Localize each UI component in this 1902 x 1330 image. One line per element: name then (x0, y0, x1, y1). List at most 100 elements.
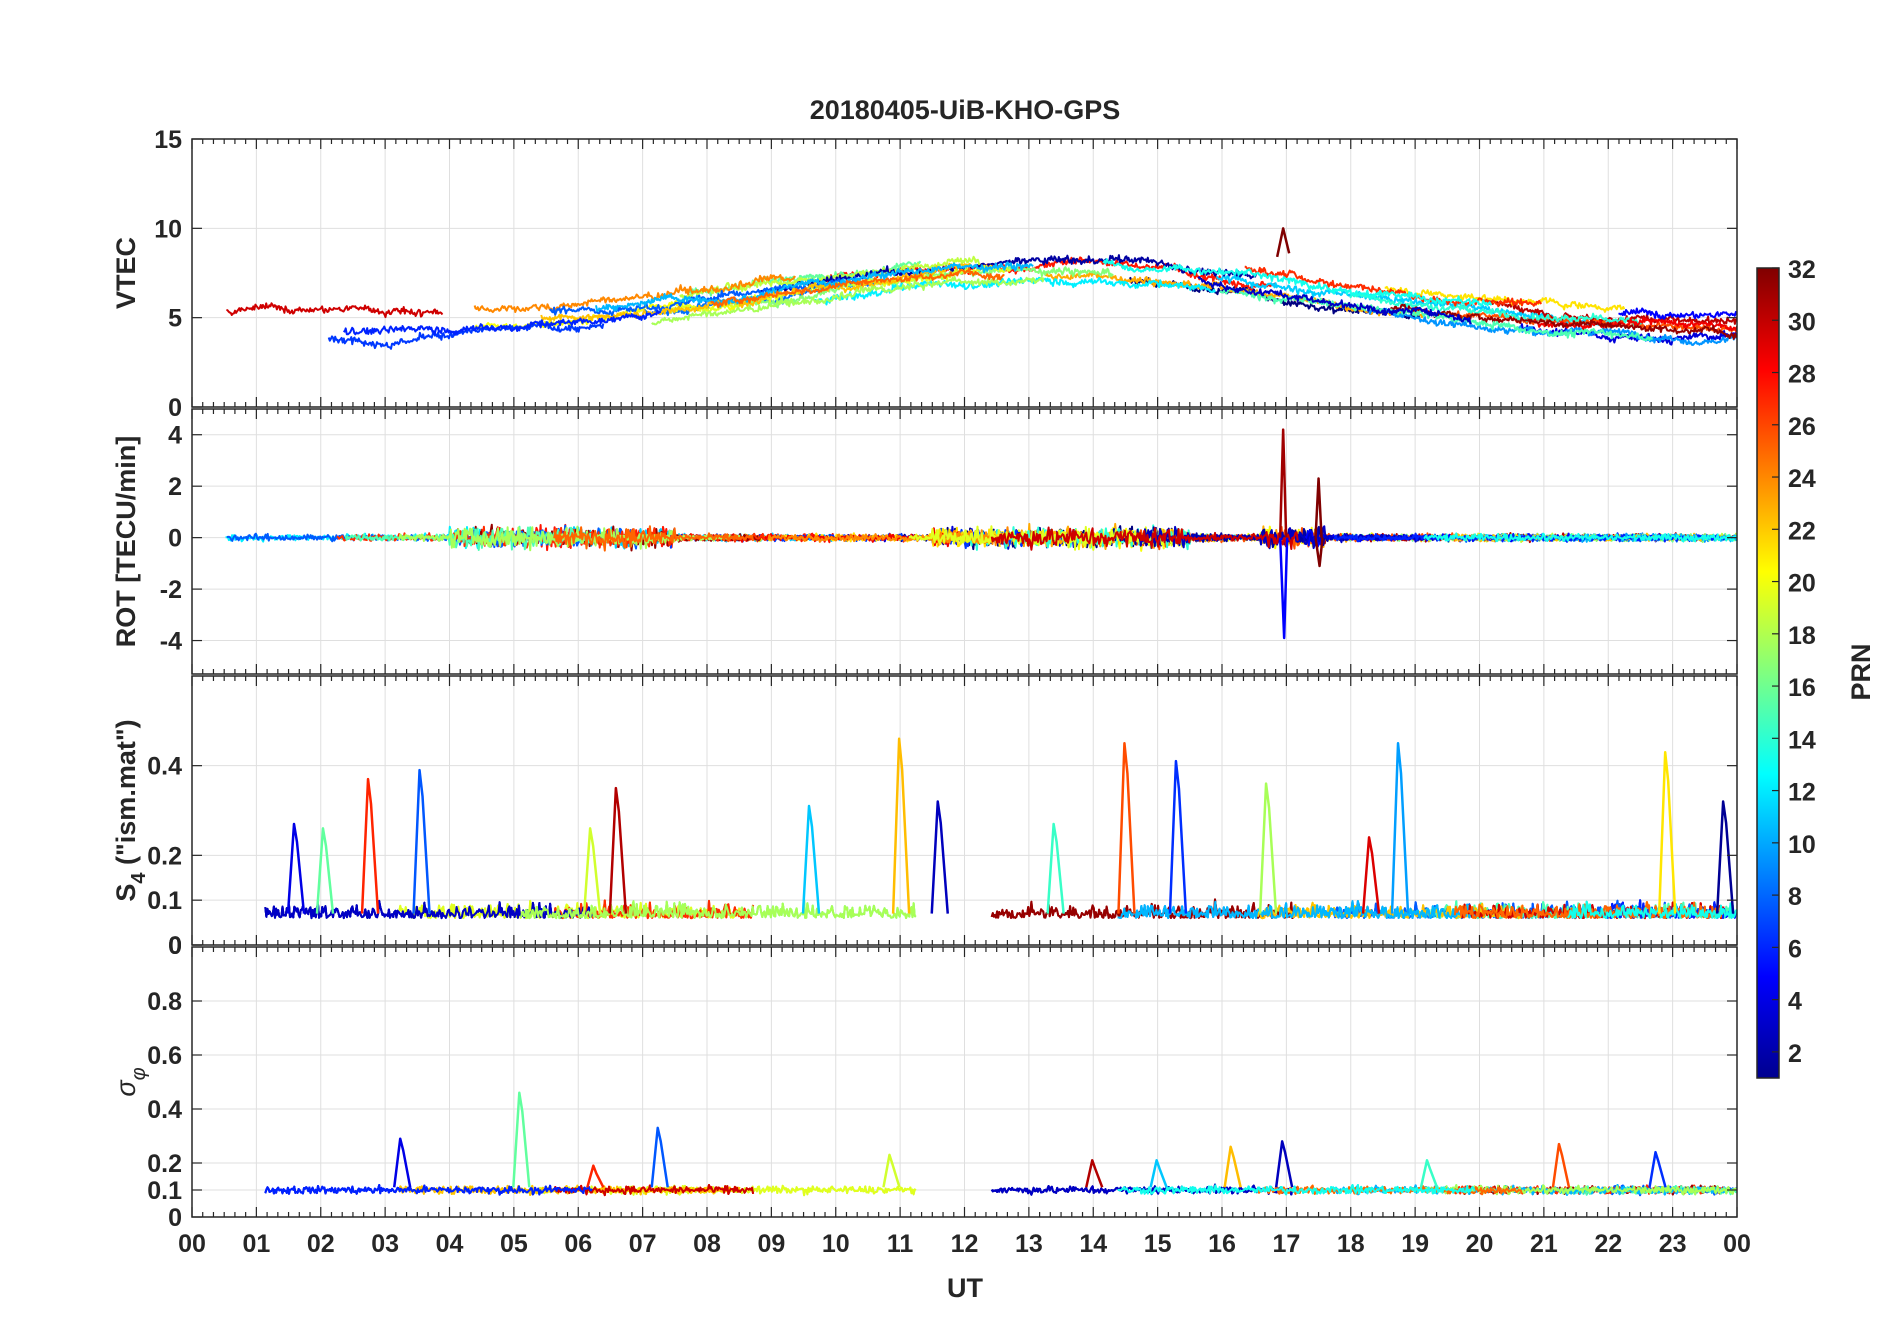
vtec-trace (666, 264, 1011, 314)
s4-peak (930, 800, 949, 914)
rot-trace (1333, 532, 1727, 543)
rot-y-tick-label: 0 (168, 525, 182, 553)
rot-trace (1423, 532, 1737, 543)
vtec-event-spike (1275, 227, 1291, 258)
x-tick-label: 11 (887, 1230, 914, 1258)
s4-y-tick-label: 0.1 (147, 887, 182, 915)
s4-peak (1390, 742, 1410, 914)
x-tick-label: 18 (1337, 1230, 1365, 1258)
s4-peak (1168, 759, 1188, 914)
colorbar-tick-label: 10 (1788, 831, 1816, 859)
s4-trace (1453, 901, 1726, 919)
rot-event-spike-down (1314, 537, 1324, 568)
sigma_phi-peak (1223, 1145, 1242, 1188)
sigma_phi-peak (1149, 1159, 1168, 1188)
vtec-trace (1384, 285, 1626, 313)
rot-trace (344, 525, 592, 551)
rot-trace (990, 526, 1299, 551)
x-tick-label: 00 (1723, 1230, 1751, 1258)
s4-peak (286, 822, 306, 914)
sigma_phi-grid (192, 947, 1737, 1218)
colorbar-tick-label: 26 (1788, 413, 1816, 441)
x-tick-label: 17 (1272, 1230, 1300, 1258)
colorbar-tick-label: 8 (1788, 883, 1802, 911)
x-axis-label: UT (947, 1273, 983, 1303)
sigma_phi-y-tick-label: 0.2 (147, 1150, 182, 1178)
vtec-y-tick-label: 0 (168, 394, 182, 422)
x-tick-label: 03 (371, 1230, 399, 1258)
sigma_phi-y-tick-label: 0.1 (147, 1177, 182, 1205)
sigma_phi-peak (1419, 1159, 1439, 1188)
colorbar-tick-label: 28 (1788, 361, 1816, 389)
rot-y-tick-label: -2 (160, 576, 182, 604)
sigma_phi-y-tick-label: 0 (168, 1204, 182, 1232)
vtec-trace (473, 274, 796, 314)
sigma_phi-ylabel-sub: φ (128, 1067, 150, 1080)
x-tick-label: 08 (693, 1230, 721, 1258)
vtec-trace (226, 302, 444, 319)
rot-y-tick-label: 4 (168, 422, 182, 450)
chart-title: 20180405-UiB-KHO-GPS (810, 95, 1121, 125)
sigma_phi-peak (512, 1091, 531, 1188)
vtec-y-tick-label: 15 (154, 126, 182, 154)
vtec-y-tick-label: 5 (168, 305, 182, 333)
x-tick-label: 12 (951, 1230, 979, 1258)
colorbar-tick-label: 16 (1788, 674, 1816, 702)
s4-y-tick-label: 0.4 (147, 753, 182, 781)
sigma_phi-ylabel-main: σ (111, 1079, 141, 1097)
vtec-trace (1486, 298, 1737, 325)
sigma_phi-trace (990, 1183, 1299, 1196)
sigma_phi-peak (650, 1126, 669, 1188)
x-tick-label: 02 (307, 1230, 335, 1258)
s4-peak (360, 777, 380, 914)
s4-y-tick-label: 0 (168, 932, 182, 960)
vtec-trace (595, 261, 1034, 312)
sigma_phi-y-tick-label: 0.8 (147, 988, 182, 1016)
sigma_phi-peak (586, 1164, 605, 1188)
sigma_phi-trace (264, 1184, 593, 1196)
rot-event-spike-up (1278, 428, 1288, 538)
x-tick-label: 00 (178, 1230, 206, 1258)
sigma_phi-trace (1117, 1184, 1476, 1196)
rot-y-axis-label: ROT [TECU/min] (111, 436, 141, 647)
x-tick-label: 10 (822, 1230, 850, 1258)
x-tick-label: 09 (757, 1230, 785, 1258)
sigma_phi-y-tick-label: 0.4 (147, 1096, 182, 1124)
s4-peak (1715, 800, 1735, 914)
sigma_phi-peak (392, 1137, 412, 1188)
colorbar-tick-label: 20 (1788, 570, 1816, 598)
vtec-trace (710, 267, 1005, 309)
rot-x-ticks (191, 409, 1738, 674)
s4-trace (1567, 900, 1737, 919)
panel-s4: 000.10.20.4S4 ("ism.mat") (111, 675, 1738, 960)
x-tick-label: 13 (1015, 1230, 1043, 1258)
x-tick-label: 19 (1401, 1230, 1429, 1258)
colorbar-tick-label: 14 (1788, 726, 1816, 754)
panel-vtec: 0 5 10 15 VTEC (111, 126, 1738, 422)
s4-traces (264, 737, 1737, 920)
s4-trace (1117, 900, 1476, 920)
x-tick-label: 14 (1079, 1230, 1107, 1258)
x-tick-label: 16 (1208, 1230, 1236, 1258)
x-tick-label: 04 (436, 1230, 464, 1258)
x-tick-label: 15 (1144, 1230, 1172, 1258)
rot-y-tick-label: 2 (168, 473, 182, 501)
sigma_phi-traces (264, 1091, 1737, 1197)
x-tick-label: 21 (1530, 1230, 1558, 1258)
colorbar-tick-label: 2 (1788, 1040, 1802, 1068)
vtec-y-axis-label: VTEC (111, 237, 141, 309)
colorbar-label: PRN (1846, 643, 1876, 700)
vtec-trace (1197, 276, 1472, 325)
s4-peak (1361, 836, 1381, 914)
colorbar-tick-label: 12 (1788, 779, 1816, 807)
x-tick-label: 22 (1594, 1230, 1622, 1258)
sigma_phi-x-ticks (191, 947, 1738, 1217)
sigma_phi-y-axis-label: σφ (111, 1067, 150, 1096)
x-tick-labels: 00 01 02 03 04 05 06 07 08 09 10 11 12 13 14 15 16 17 18 19… (178, 1230, 1751, 1258)
colorbar-tick-label: 24 (1788, 465, 1816, 493)
colorbar-tick-label: 32 (1788, 256, 1816, 284)
x-tick-label: 20 (1466, 1230, 1494, 1258)
